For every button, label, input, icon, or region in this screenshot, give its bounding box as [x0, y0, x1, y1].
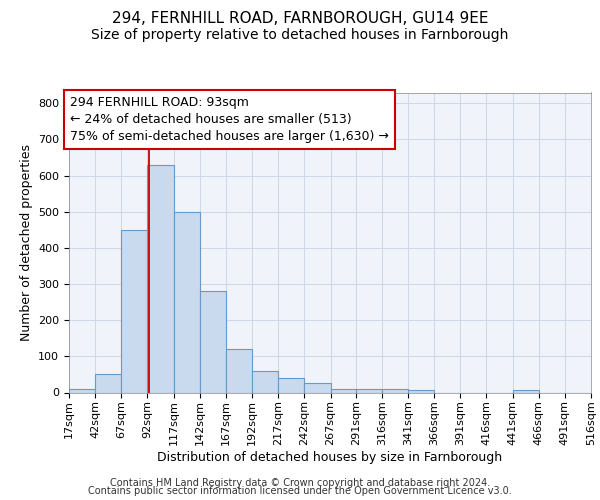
Y-axis label: Number of detached properties: Number of detached properties	[20, 144, 32, 341]
Bar	[278, 378, 304, 392]
Bar	[121, 230, 148, 392]
Bar	[331, 389, 356, 392]
Bar	[148, 165, 173, 392]
Bar	[69, 389, 95, 392]
Bar	[252, 371, 278, 392]
Bar	[95, 374, 121, 392]
Text: 294, FERNHILL ROAD, FARNBOROUGH, GU14 9EE: 294, FERNHILL ROAD, FARNBOROUGH, GU14 9E…	[112, 11, 488, 26]
Bar	[304, 384, 331, 392]
Text: Contains public sector information licensed under the Open Government Licence v3: Contains public sector information licen…	[88, 486, 512, 496]
Text: 294 FERNHILL ROAD: 93sqm
← 24% of detached houses are smaller (513)
75% of semi-: 294 FERNHILL ROAD: 93sqm ← 24% of detach…	[70, 96, 389, 143]
Bar	[173, 212, 200, 392]
Bar	[200, 292, 226, 392]
Bar	[408, 390, 434, 392]
Bar	[382, 389, 408, 392]
Bar	[226, 349, 252, 393]
Bar	[356, 389, 382, 392]
Text: Size of property relative to detached houses in Farnborough: Size of property relative to detached ho…	[91, 28, 509, 42]
X-axis label: Distribution of detached houses by size in Farnborough: Distribution of detached houses by size …	[157, 451, 503, 464]
Text: Contains HM Land Registry data © Crown copyright and database right 2024.: Contains HM Land Registry data © Crown c…	[110, 478, 490, 488]
Bar	[512, 390, 539, 392]
